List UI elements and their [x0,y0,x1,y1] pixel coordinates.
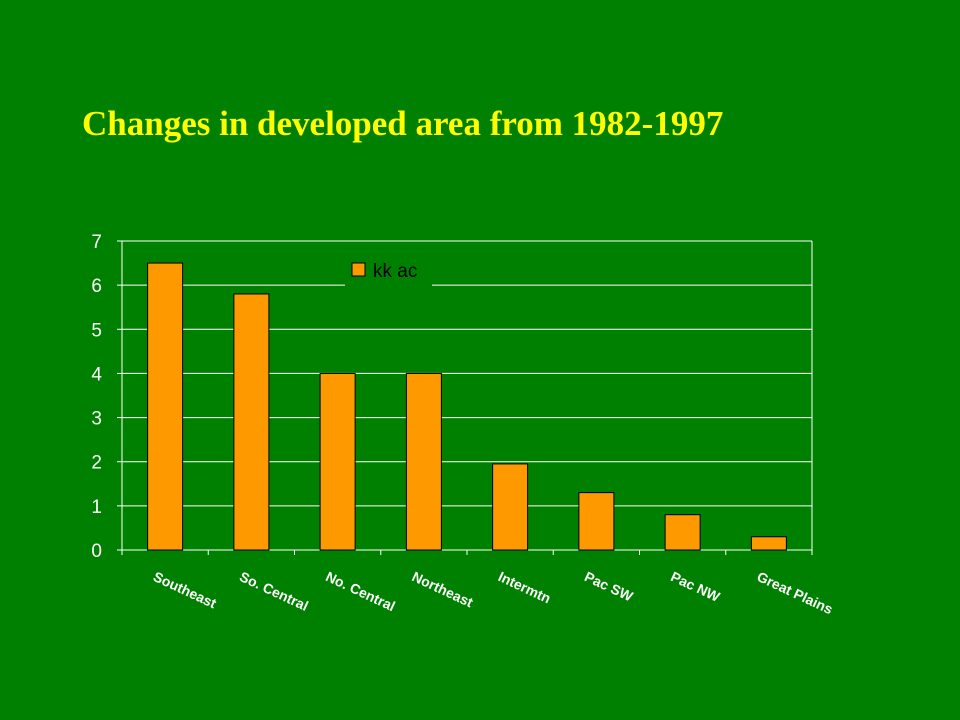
x-category-label: Great Plains [755,568,836,617]
x-category-label: Pac SW [582,568,636,605]
bar [233,293,270,551]
x-category-label: Southeast [151,568,219,611]
y-tick-label: 6 [91,276,102,297]
y-tick-label: 5 [91,320,102,341]
bar [750,536,787,551]
plot-frame [121,241,813,551]
legend: kk ac [345,253,432,286]
x-category-label: Intermtn [496,568,554,606]
y-tick-label: 1 [91,497,102,518]
x-category-label: Pac NW [668,568,723,605]
legend-label: kk ac [373,261,417,282]
gridlines [122,240,812,507]
bar [664,514,701,551]
x-category-label: No. Central [323,568,397,614]
y-tick-label: 0 [91,541,102,562]
y-axis-ticks: 0 1 2 3 4 5 6 7 [91,232,122,562]
bar [492,463,529,551]
bar [319,372,356,551]
x-category-label: Northeast [410,568,476,610]
bar [147,262,184,551]
y-tick-label: 2 [91,453,102,474]
slide-title: Changes in developed area from 1982-1997 [82,104,724,143]
bars [147,262,787,551]
bar [578,492,615,551]
y-tick-label: 3 [91,409,102,430]
legend-swatch [351,262,366,277]
x-category-label: So. Central [237,568,311,614]
bar [405,372,442,551]
y-tick-label: 7 [91,232,102,253]
y-tick-label: 4 [91,364,102,385]
x-axis-ticks: Southeast So. Central No. Central Northeast… [121,550,836,617]
